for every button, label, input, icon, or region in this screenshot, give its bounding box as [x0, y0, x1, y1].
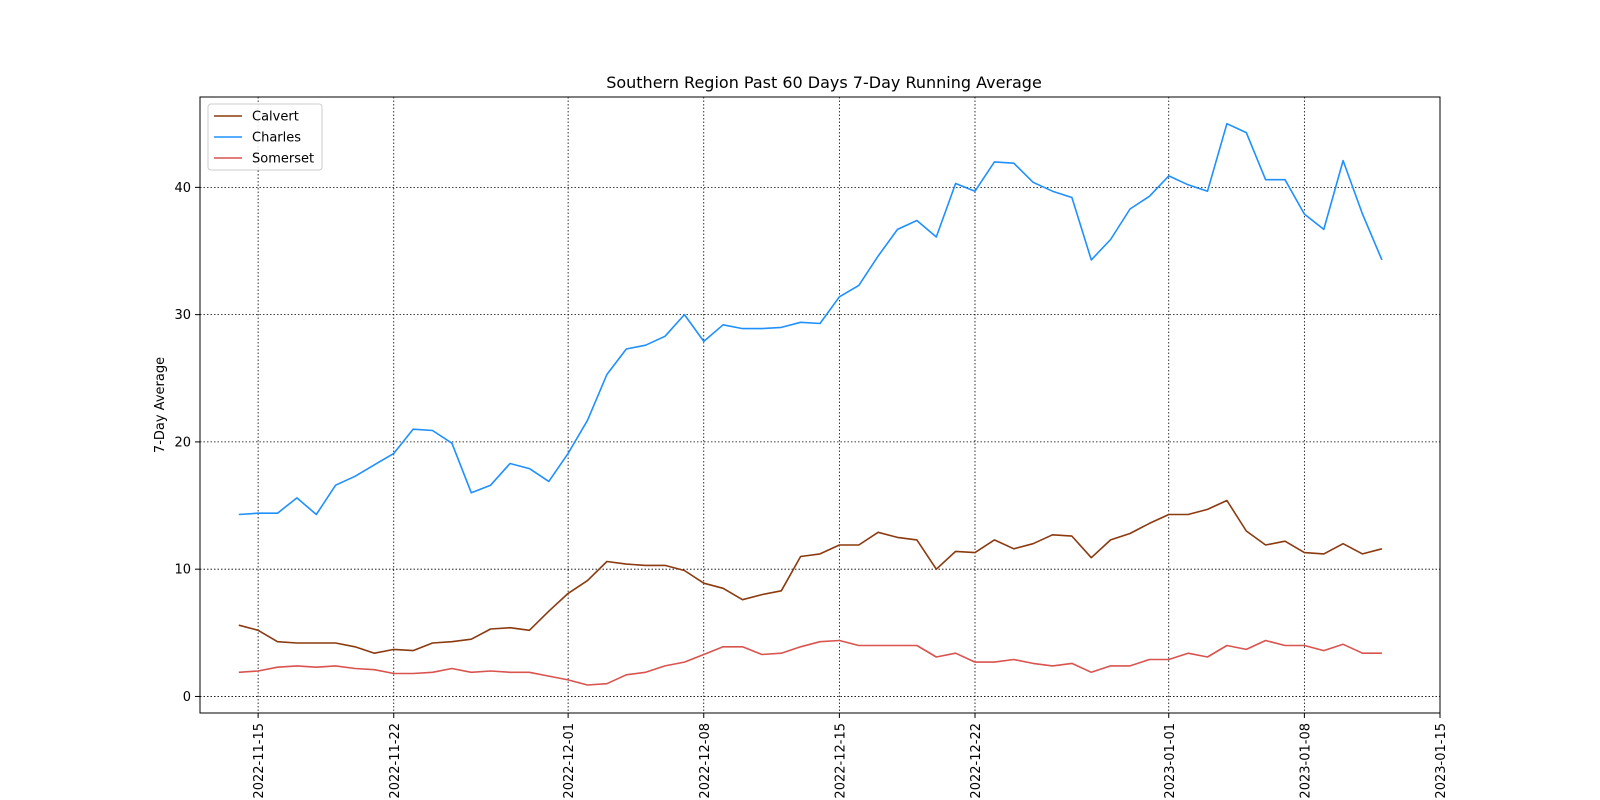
chart-title: Southern Region Past 60 Days 7-Day Runni… — [606, 73, 1042, 92]
legend-label-charles: Charles — [252, 131, 301, 146]
series-lines — [238, 122, 1383, 686]
legend-label-calvert: Calvert — [252, 110, 299, 125]
legend-label-somerset: Somerset — [252, 152, 314, 167]
legend: Calvert Charles Somerset — [207, 103, 323, 171]
x-tick-label: 2022-11-22 — [388, 723, 403, 799]
series-line-somerset — [238, 639, 1382, 686]
y-tick-label: 40 — [174, 181, 191, 196]
x-tick-label: 2022-12-08 — [698, 723, 713, 799]
x-tick-label: 2023-01-15 — [1434, 723, 1449, 799]
y-tick-label: 30 — [174, 308, 191, 323]
series-line-calvert — [238, 499, 1383, 655]
y-tick-label: 0 — [183, 690, 191, 705]
y-tick-label: 10 — [174, 563, 191, 578]
y-axis: 0 10 20 30 40 — [174, 181, 200, 705]
plot-frame — [199, 96, 1441, 714]
series-line-charles — [238, 122, 1383, 516]
grid — [200, 97, 1441, 713]
y-tick-label: 20 — [174, 435, 191, 450]
x-tick-label: 2022-12-01 — [562, 723, 577, 799]
x-tick-label: 2022-12-22 — [969, 723, 984, 799]
y-axis-label: 7-Day Average — [153, 357, 168, 453]
x-tick-label: 2023-01-08 — [1298, 723, 1313, 799]
x-tick-label: 2022-11-15 — [252, 723, 267, 799]
x-tick-label: 2023-01-01 — [1163, 723, 1178, 799]
x-tick-label: 2022-12-15 — [833, 723, 848, 799]
x-axis: 2022-11-15 2022-11-22 2022-12-01 2022-12-08… — [252, 713, 1449, 799]
legend-box — [207, 103, 323, 171]
